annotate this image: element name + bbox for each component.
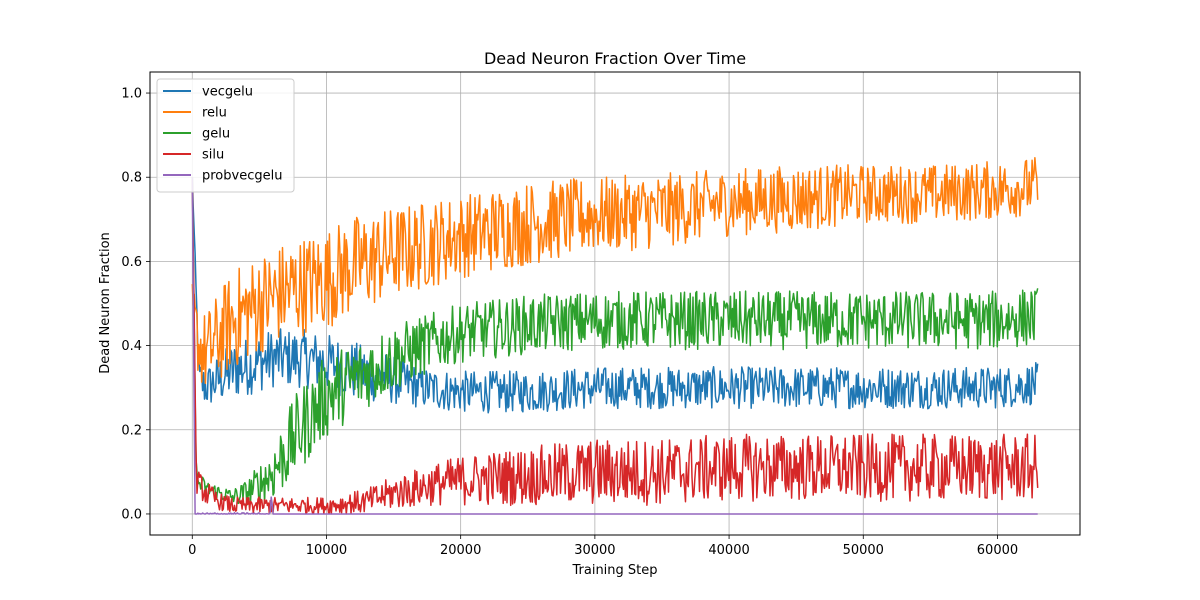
- y-tick-label: 1.0: [121, 87, 142, 102]
- series-line-silu: [191, 177, 1039, 515]
- x-tick-label: 50000: [843, 543, 884, 558]
- y-tick-label: 0.6: [121, 255, 142, 270]
- legend-box: [156, 78, 295, 193]
- series-line-probvecgelu: [191, 177, 1038, 515]
- series-line-gelu: [191, 177, 1039, 506]
- y-tick-label: 0.8: [121, 171, 142, 186]
- legend-label-silu: silu: [202, 148, 224, 163]
- y-axis-title: Dead Neuron Fraction: [98, 232, 113, 374]
- legend-label-gelu: gelu: [202, 127, 230, 142]
- x-tick-label: 10000: [306, 543, 347, 558]
- axis-ticks: 0 10000 20000 30000 40000 50000 60000 0.0 0.2 0.4…: [121, 87, 1018, 558]
- legend-label-vecgelu: vecgelu: [202, 85, 253, 100]
- y-tick-label: 0.0: [121, 507, 142, 522]
- y-tick-label: 0.2: [121, 423, 142, 438]
- chart-title: Dead Neuron Fraction Over Time: [484, 49, 746, 68]
- legend-label-relu: relu: [202, 106, 227, 121]
- plot-frame: [149, 71, 1081, 536]
- x-tick-label: 20000: [440, 543, 481, 558]
- y-tick-label: 0.4: [121, 339, 142, 354]
- x-tick-label: 0: [188, 543, 196, 558]
- series-line-relu: [191, 156, 1039, 385]
- x-tick-label: 30000: [574, 543, 615, 558]
- legend-label-probvecgelu: probvecgelu: [202, 169, 282, 184]
- x-axis-title: Training Step: [571, 563, 657, 578]
- x-tick-label: 40000: [708, 543, 749, 558]
- series-line-vecgelu: [191, 177, 1039, 414]
- x-tick-label: 60000: [977, 543, 1018, 558]
- legend: vecgelu relu gelu silu probvecgelu: [156, 78, 295, 193]
- plot-series: [191, 156, 1039, 515]
